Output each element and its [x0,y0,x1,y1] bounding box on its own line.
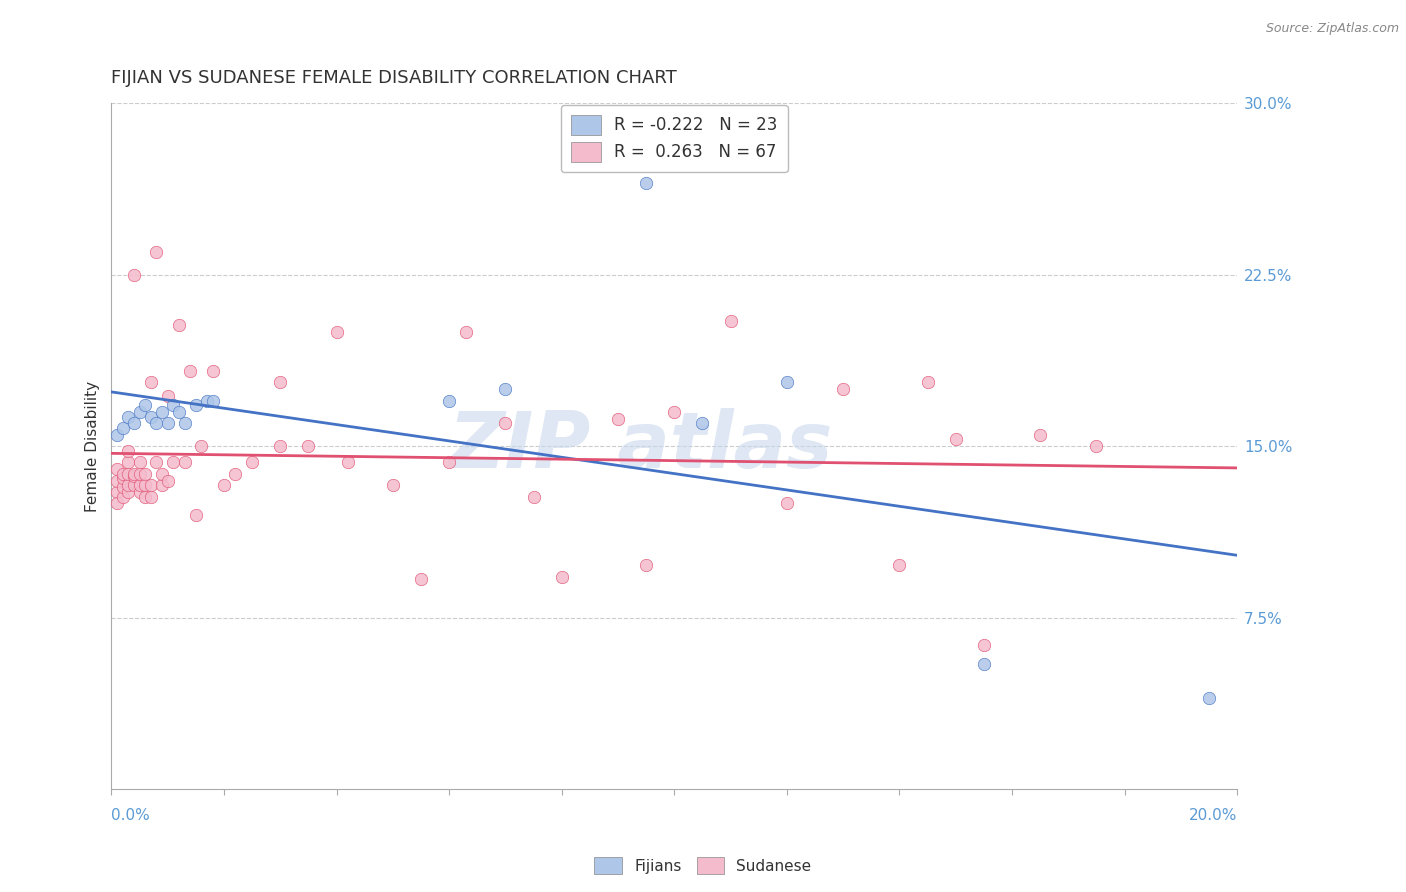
Point [167,405,190,419]
Point [150,467,173,481]
Point [212,478,235,492]
Point [156,389,179,403]
Point [1085,439,1108,453]
Point [145,417,167,431]
Point [122,417,145,431]
Point [832,382,855,396]
Text: Source: ZipAtlas.com: Source: ZipAtlas.com [1265,22,1399,36]
Legend: R = -0.222   N = 23, R =  0.263   N = 67: R = -0.222 N = 23, R = 0.263 N = 67 [561,105,787,172]
Point [437,393,460,408]
Point [105,462,128,476]
Point [134,478,156,492]
Point [167,318,190,332]
Point [173,417,195,431]
Point [105,496,128,510]
Point [269,376,291,390]
Point [111,490,134,504]
Point [195,393,218,408]
Point [139,490,162,504]
Point [111,421,134,435]
Point [945,433,967,447]
Point [409,572,432,586]
Point [111,471,134,485]
Point [122,469,145,483]
Point [297,439,319,453]
Text: 20.0%: 20.0% [1188,808,1237,823]
Legend: Fijians, Sudanese: Fijians, Sudanese [588,851,818,880]
Point [111,467,134,481]
Point [636,177,658,191]
Point [117,455,139,469]
Point [184,398,207,412]
Point [128,485,150,500]
Point [551,569,574,583]
Point [122,467,145,481]
Point [156,417,179,431]
Point [139,376,162,390]
Point [134,398,156,412]
Point [156,474,179,488]
Point [190,439,212,453]
Point [636,558,658,573]
Point [776,376,799,390]
Point [145,455,167,469]
Point [179,364,201,378]
Point [381,478,404,492]
Point [325,325,347,339]
Point [134,490,156,504]
Point [522,490,544,504]
Point [184,508,207,522]
Point [117,467,139,481]
Point [105,474,128,488]
Point [917,376,939,390]
Point [973,638,995,652]
Point [145,244,167,259]
Point [201,393,224,408]
Point [454,325,477,339]
Point [607,412,630,426]
Point [139,409,162,424]
Point [105,485,128,500]
Point [139,478,162,492]
Point [720,313,742,327]
Point [162,455,184,469]
Point [150,478,173,492]
Point [134,467,156,481]
Point [494,417,516,431]
Point [122,478,145,492]
Point [240,455,263,469]
Point [128,467,150,481]
Point [128,405,150,419]
Point [1198,690,1220,705]
Point [173,455,195,469]
Point [664,405,686,419]
Point [117,443,139,458]
Text: ZIP atlas: ZIP atlas [449,409,832,484]
Point [336,455,359,469]
Y-axis label: Female Disability: Female Disability [86,381,100,512]
Point [269,439,291,453]
Point [117,485,139,500]
Point [224,467,246,481]
Point [128,478,150,492]
Point [889,558,911,573]
Text: 0.0%: 0.0% [111,808,150,823]
Point [122,268,145,282]
Point [150,405,173,419]
Text: FIJIAN VS SUDANESE FEMALE DISABILITY CORRELATION CHART: FIJIAN VS SUDANESE FEMALE DISABILITY COR… [111,69,678,87]
Point [117,478,139,492]
Point [128,455,150,469]
Point [494,382,516,396]
Point [973,657,995,671]
Point [117,409,139,424]
Point [692,417,714,431]
Point [1029,428,1052,442]
Point [201,364,224,378]
Point [111,480,134,494]
Point [105,428,128,442]
Point [776,496,799,510]
Point [437,455,460,469]
Point [162,398,184,412]
